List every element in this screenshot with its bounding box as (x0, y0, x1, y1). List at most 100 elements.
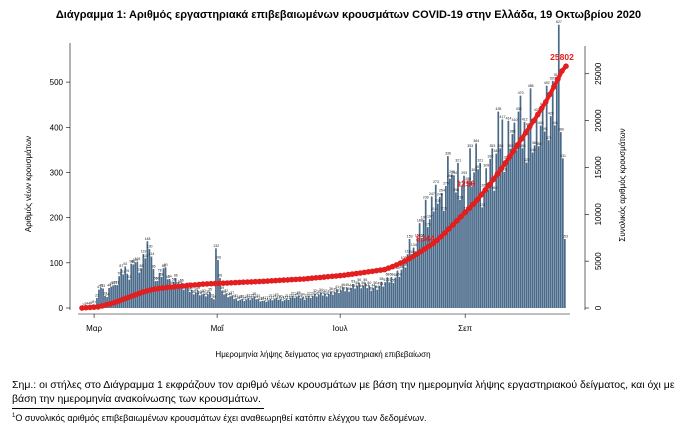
bar (190, 289, 193, 308)
footnote-text: Ο συνολικός αριθμός επιβεβαιωμένων κρουσ… (15, 413, 427, 423)
bar-value-label: 22 (299, 294, 303, 298)
cumulative-point (216, 280, 222, 287)
bar (215, 248, 217, 308)
bar (416, 238, 419, 308)
bar (362, 285, 365, 308)
bar-value-label: 6 (90, 301, 92, 305)
bar (368, 285, 371, 308)
cumulative-point (172, 283, 178, 290)
cumulative-point (462, 209, 469, 216)
bar-value-label: 74 (121, 270, 125, 274)
x-axis-label: Ημερομηνία λήψης δείγματος για εργαστηρι… (215, 350, 430, 359)
bar-value-label: 353 (467, 144, 473, 148)
cumulative-point (470, 201, 477, 207)
bar-value-label: 246 (437, 192, 443, 196)
bar (346, 287, 348, 308)
cumulative-point (486, 181, 493, 188)
cumulative-point (167, 284, 174, 290)
bar-value-label: 8 (92, 300, 94, 304)
bar-value-label: 410 (512, 118, 518, 122)
bar-value-label: 105 (401, 256, 407, 260)
cumulative-point (543, 99, 549, 105)
bar (128, 279, 131, 308)
cumulative-point (192, 282, 198, 288)
bar (315, 296, 318, 308)
y-left-tick-label: 200 (50, 214, 64, 223)
bar-value-label: 239 (423, 195, 429, 199)
y-left-tick-label: 0 (59, 304, 64, 313)
bar-value-label: 389 (558, 128, 564, 132)
cumulative-point (518, 136, 525, 142)
cumulative-point (188, 282, 194, 289)
bar (507, 120, 510, 308)
bar (523, 121, 526, 308)
bar (184, 288, 187, 308)
bar-value-label: 22 (305, 293, 309, 297)
bar-value-label: 19 (254, 295, 258, 299)
bar (529, 88, 532, 308)
cumulative-annotations: 25802 1256 8344 (416, 52, 574, 243)
bar-value-label: 40 (375, 285, 379, 289)
bar-value-label: 18 (287, 295, 291, 299)
bar (342, 287, 344, 308)
bar (301, 297, 304, 308)
bar-value-label: 98 (129, 259, 133, 263)
cumulative-point (482, 187, 489, 193)
bar (465, 210, 467, 308)
bar-value-label: 28 (297, 291, 301, 295)
bar (436, 203, 439, 308)
bar-value-label: 41 (335, 285, 339, 289)
bar (467, 181, 469, 308)
bar (352, 284, 354, 308)
bar-value-label: 114 (149, 252, 155, 256)
bar-value-label: 435 (496, 107, 502, 111)
bar (273, 298, 276, 308)
bar (549, 116, 552, 308)
bar-value-label: 197 (427, 215, 433, 219)
bar (330, 291, 332, 308)
bar (170, 285, 173, 308)
bar-value-label: 44 (359, 284, 363, 288)
y-right-tick-label: 25000 (594, 62, 603, 85)
y-right-tick-label: 5000 (594, 252, 603, 270)
cumulative-point (240, 279, 247, 286)
bar (491, 148, 494, 308)
cumulative-point (256, 278, 263, 285)
bar (132, 264, 135, 308)
bar (156, 280, 159, 308)
bar (122, 274, 125, 308)
cumulative-point (414, 251, 420, 257)
bar-value-label: 64 (166, 275, 170, 279)
bar (410, 254, 413, 308)
bar-value-label: 32 (313, 289, 317, 293)
bar-value-label: 76 (125, 269, 129, 273)
bar-value-label: 25 (315, 292, 319, 296)
bar (513, 122, 516, 308)
bar-value-label: 239 (457, 195, 463, 199)
bar-value-label: 336 (445, 152, 451, 156)
bar (370, 290, 373, 308)
bar-value-label: 103 (135, 257, 141, 261)
bar-value-label: 358 (536, 142, 542, 146)
bar-value-label: 273 (433, 180, 439, 184)
bar (324, 293, 326, 308)
bar-value-label: 68 (394, 273, 398, 277)
cumulative-point (337, 272, 343, 279)
bar (138, 272, 141, 308)
bar-value-label: 32 (202, 289, 206, 293)
bar-value-label: 24 (301, 293, 305, 297)
bar (519, 95, 522, 308)
bar-value-label: 360 (532, 141, 538, 145)
cumulative-point (264, 278, 271, 284)
cumulative-point (284, 277, 291, 283)
bar (563, 238, 566, 308)
bar-value-label: 153 (407, 234, 413, 238)
bar (517, 111, 520, 308)
bar-value-label: 66 (218, 274, 222, 278)
bar (285, 298, 288, 308)
bar (533, 145, 536, 308)
bar (336, 289, 338, 308)
bar-value-label: 50 (367, 281, 371, 285)
bar-value-label: 29 (331, 290, 335, 294)
bar (515, 150, 518, 308)
